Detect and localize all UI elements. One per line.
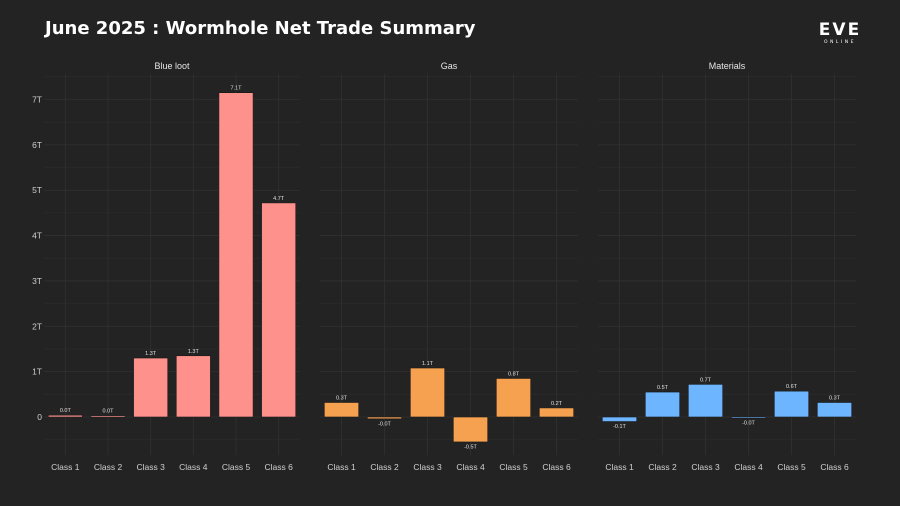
bar xyxy=(133,357,169,418)
data-label: 0.0T xyxy=(60,408,72,414)
facet-title-blue-loot: Blue loot xyxy=(154,61,190,71)
x-tick-label: Class 6 xyxy=(820,462,849,472)
data-label: 0.0T xyxy=(102,409,114,415)
data-label: 7.1T xyxy=(230,86,242,92)
bar xyxy=(47,414,83,418)
bar xyxy=(687,384,723,418)
logo-subtext: ONLINE xyxy=(824,39,856,45)
data-label: 1.3T xyxy=(188,349,200,355)
data-label: -0.0T xyxy=(742,421,755,427)
bar xyxy=(366,416,402,420)
bar xyxy=(409,367,445,418)
x-tick-label: Class 1 xyxy=(605,462,634,472)
facet-title-gas: Gas xyxy=(441,61,458,71)
facet-title-materials: Materials xyxy=(709,61,746,71)
y-tick-label: 2T xyxy=(32,321,42,331)
y-tick-label: 4T xyxy=(32,231,42,241)
chart-title: June 2025 : Wormhole Net Trade Summary xyxy=(45,18,476,39)
bar xyxy=(90,415,126,418)
bar xyxy=(323,402,359,418)
x-tick-label: Class 6 xyxy=(542,462,571,472)
data-label: 1.3T xyxy=(145,351,157,357)
x-tick-label: Class 1 xyxy=(327,462,356,472)
x-tick-label: Class 1 xyxy=(51,462,80,472)
data-label: 0.3T xyxy=(829,395,841,401)
x-tick-label: Class 5 xyxy=(777,462,806,472)
y-tick-label: 6T xyxy=(32,140,42,150)
y-tick-label: 5T xyxy=(32,185,42,195)
bar xyxy=(730,416,766,419)
bar xyxy=(175,355,211,418)
bar xyxy=(816,402,852,418)
y-tick-label: 3T xyxy=(32,276,42,286)
bar xyxy=(773,390,809,418)
data-label: -0.5T xyxy=(464,444,477,450)
x-tick-label: Class 3 xyxy=(413,462,442,472)
eve-online-logo: EVE ONLINE xyxy=(819,20,861,45)
bar xyxy=(495,378,531,418)
x-tick-label: Class 2 xyxy=(94,462,123,472)
bar xyxy=(452,416,488,443)
data-label: 0.6T xyxy=(786,384,798,390)
x-tick-label: Class 4 xyxy=(456,462,485,472)
x-tick-label: Class 4 xyxy=(734,462,763,472)
x-tick-label: Class 5 xyxy=(499,462,528,472)
data-label: 0.5T xyxy=(657,385,669,391)
data-label: 0.7T xyxy=(700,377,712,383)
data-label: -0.1T xyxy=(613,424,626,430)
y-tick-label: 1T xyxy=(32,367,42,377)
x-tick-label: Class 5 xyxy=(222,462,251,472)
bar xyxy=(601,416,637,422)
data-label: 0.2T xyxy=(551,401,563,407)
bar xyxy=(538,407,574,418)
x-tick-label: Class 3 xyxy=(691,462,720,472)
y-tick-label: 0 xyxy=(37,412,42,422)
data-label: -0.0T xyxy=(378,421,391,427)
data-label: 4.7T xyxy=(273,196,285,202)
data-label: 1.1T xyxy=(422,361,434,367)
data-label: 0.8T xyxy=(508,371,520,377)
bar xyxy=(644,391,680,418)
x-tick-label: Class 4 xyxy=(179,462,208,472)
logo-text: EVE xyxy=(819,20,861,40)
bar xyxy=(218,92,254,418)
x-tick-label: Class 6 xyxy=(264,462,293,472)
y-tick-label: 7T xyxy=(32,95,42,105)
data-label: 0.3T xyxy=(336,395,348,401)
x-tick-label: Class 2 xyxy=(648,462,677,472)
bar xyxy=(261,202,297,418)
x-tick-label: Class 3 xyxy=(136,462,165,472)
x-tick-label: Class 2 xyxy=(370,462,399,472)
